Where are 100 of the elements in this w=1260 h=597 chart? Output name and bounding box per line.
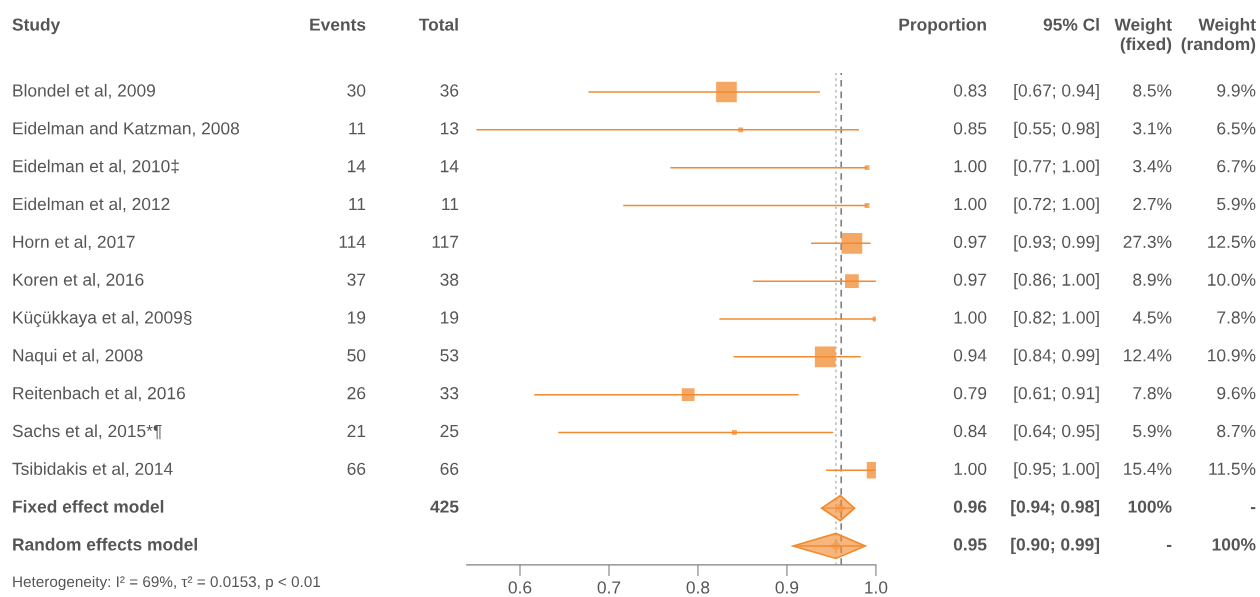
category-label: Fixed effect model	[13, 500, 164, 513]
text: [0.77; 1.00]	[1014, 159, 1099, 176]
text: 0.83	[953, 84, 987, 97]
text: 53	[440, 349, 459, 362]
text: 7.8%	[1217, 311, 1256, 324]
category-label: Weight (random)	[1181, 18, 1256, 54]
category-label: Weight (fixed)	[1114, 18, 1172, 54]
category-label: Study	[12, 18, 61, 35]
text: -	[1166, 544, 1172, 547]
text: 6.7%	[1217, 160, 1256, 173]
text: [0.93; 0.99]	[1014, 235, 1099, 252]
text: 14	[441, 160, 459, 173]
text: 8.7%	[1217, 424, 1256, 438]
text: 66	[440, 462, 459, 475]
text: [0.84; 0.99]	[1014, 348, 1099, 365]
text: [0.61; 0.91]	[1014, 386, 1099, 403]
text: 19	[348, 311, 366, 324]
text: 0.94	[953, 349, 987, 362]
category-label: Sachs et al, 2015*¶	[12, 424, 162, 440]
text: -	[1250, 507, 1256, 510]
text: 0.95	[953, 538, 987, 551]
text: 38	[440, 273, 459, 286]
category-label: Reitenbach et al, 2016	[13, 386, 185, 402]
text: 30	[347, 84, 366, 97]
text: 66	[347, 462, 366, 475]
text: 9.9%	[1217, 84, 1256, 97]
text: 36	[440, 84, 459, 97]
text: 10.0%	[1208, 273, 1256, 286]
text: 100%	[1128, 500, 1172, 513]
text: 3.4%	[1133, 160, 1172, 173]
category-label: Eidelman et al, 2012	[13, 197, 170, 213]
text: 6.5%	[1217, 122, 1256, 135]
text: 1.00	[954, 197, 987, 211]
category-label: Koren et al, 2016	[13, 273, 144, 288]
text: 19	[441, 311, 459, 324]
text: 8.9%	[1133, 273, 1172, 286]
text: 2.7%	[1133, 197, 1172, 211]
text: 7.8%	[1133, 387, 1172, 400]
category-label: Küçükkaya et al, 2009§	[13, 310, 192, 328]
text: 100%	[1212, 538, 1256, 551]
text: 21	[347, 424, 366, 437]
text: [0.90; 0.99]	[1011, 537, 1100, 555]
text: 4.5%	[1132, 311, 1172, 324]
text: 33	[440, 387, 459, 400]
x-tick-label: 1.0	[865, 581, 888, 594]
point	[830, 540, 842, 552]
text: 15.4%	[1124, 462, 1172, 475]
category-label: Eidelman and Katzman, 2008	[13, 121, 240, 137]
category-label: Tsibidakis et al, 2014	[12, 462, 173, 478]
category-label: Blondel et al, 2009	[13, 83, 155, 99]
text: 14	[348, 160, 366, 173]
text: 12.5%	[1208, 235, 1256, 248]
text: 117	[432, 235, 459, 248]
category-label: Total	[419, 18, 458, 31]
text: 0.97	[953, 235, 987, 248]
text: 0.84	[953, 424, 987, 438]
text: 13	[441, 122, 459, 135]
text: 1.00	[954, 462, 987, 475]
category-label: Proportion	[899, 18, 986, 35]
text: Heterogeneity: I² = 69%, τ² = 0.0153, p < 0.01	[13, 575, 321, 591]
category-label: Events	[310, 18, 366, 31]
text: 0.97	[953, 273, 987, 286]
x-tick-label: 0.7	[597, 581, 621, 594]
x-tick-label: 0.8	[686, 581, 710, 594]
text: 10.9%	[1208, 349, 1256, 362]
text: 11	[442, 198, 459, 210]
text: 0.96	[953, 500, 987, 513]
text: [0.55; 0.98]	[1014, 121, 1099, 138]
category-label: Horn et al, 2017	[13, 235, 135, 251]
text: [0.86; 1.00]	[1014, 273, 1099, 290]
text: 27.3%	[1123, 235, 1172, 248]
text: 1.00	[954, 311, 987, 324]
text: 3.1%	[1133, 122, 1172, 135]
text: 425	[430, 500, 459, 513]
text: 0.79	[953, 387, 987, 400]
text: 5.9%	[1133, 424, 1172, 438]
text: 0.85	[953, 122, 987, 135]
text: [0.64; 0.95]	[1014, 424, 1099, 441]
category-label: Naqui et al, 2008	[13, 348, 143, 365]
text: [0.82; 1.00]	[1014, 310, 1099, 328]
text: 11.5%	[1209, 462, 1256, 475]
text: 12.4%	[1124, 349, 1172, 362]
text: 50	[347, 349, 366, 362]
text: [0.72; 1.00]	[1014, 197, 1099, 214]
category-label: Eidelman et al, 2010‡	[13, 159, 179, 175]
text: 1.00	[954, 160, 987, 173]
text: 37	[347, 273, 366, 286]
text: 11	[349, 122, 366, 135]
x-tick-label: 0.6	[508, 581, 532, 594]
text: 25	[440, 424, 459, 438]
text: 5.9%	[1217, 197, 1256, 211]
text: 11	[349, 198, 366, 210]
text: 8.5%	[1133, 84, 1172, 97]
category-label: 95% Cl	[1043, 18, 1099, 31]
x-tick-label: 0.9	[775, 581, 799, 594]
category-label: Random effects model	[13, 537, 197, 551]
text: 114	[339, 235, 366, 248]
text: [0.67; 0.94]	[1014, 83, 1099, 101]
text: 9.6%	[1217, 387, 1256, 400]
text: [0.94; 0.98]	[1011, 500, 1100, 517]
